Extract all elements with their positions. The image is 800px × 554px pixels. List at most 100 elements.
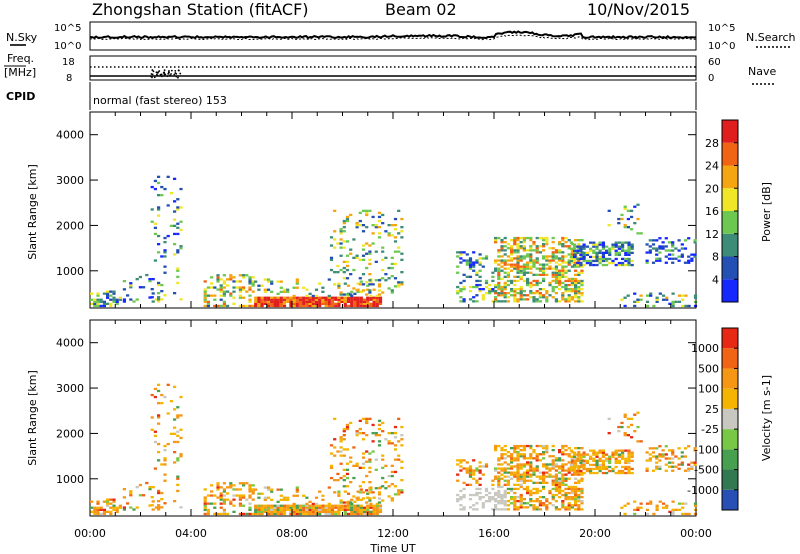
- heatmap-cell: [295, 298, 299, 301]
- heatmap-cell: [298, 302, 303, 305]
- heatmap-cell: [554, 485, 558, 489]
- heatmap-cell: [345, 219, 350, 223]
- heatmap-cell: [157, 500, 161, 503]
- heatmap-cell: [526, 469, 530, 472]
- heatmap-cell: [577, 481, 581, 484]
- heatmap-cell: [353, 304, 357, 308]
- heatmap-cell: [607, 432, 611, 435]
- heatmap-cell: [160, 255, 164, 258]
- heatmap-cell: [667, 465, 672, 468]
- heatmap-cell: [538, 300, 542, 303]
- heatmap-cell: [279, 286, 283, 289]
- heatmap-cell: [318, 282, 322, 285]
- heatmap-cell: [115, 508, 119, 511]
- heatmap-cell: [497, 277, 501, 281]
- heatmap-cell: [276, 296, 280, 299]
- heatmap-cell: [216, 274, 220, 277]
- heatmap-cell: [538, 459, 542, 462]
- heatmap-cell: [173, 461, 177, 464]
- heatmap-cell: [535, 259, 539, 262]
- heatmap-cell: [513, 447, 517, 450]
- heatmap-cell: [135, 278, 139, 281]
- heatmap-cell: [484, 487, 489, 491]
- heatmap-cell: [690, 465, 694, 468]
- heatmap-cell: [456, 292, 460, 295]
- heatmap-cell: [564, 508, 568, 511]
- heatmap-cell: [577, 271, 581, 274]
- heatmap-cell: [589, 449, 593, 452]
- heatmap-cell: [346, 294, 351, 298]
- heatmap-cell: [378, 506, 383, 509]
- heatmap-cell: [573, 249, 577, 252]
- heatmap-cell: [329, 464, 334, 467]
- heatmap-cell: [343, 282, 347, 285]
- heatmap-cell: [522, 290, 526, 293]
- heatmap-cell: [595, 243, 599, 246]
- heatmap-cell: [570, 496, 574, 499]
- heatmap-cell: [570, 265, 574, 268]
- heatmap-cell: [342, 260, 346, 263]
- heatmap-cell: [166, 175, 170, 178]
- heatmap-cell: [390, 266, 394, 270]
- heatmap-cell: [365, 421, 369, 425]
- heatmap-cell: [339, 232, 343, 235]
- heatmap-cell: [542, 269, 546, 272]
- heatmap-cell: [334, 296, 338, 299]
- heatmap-cell: [400, 226, 404, 229]
- heatmap-cell: [176, 249, 180, 252]
- heatmap-cell: [513, 500, 517, 503]
- heatmap-cell: [503, 267, 507, 270]
- heatmap-cell: [276, 304, 280, 308]
- heatmap-cell: [311, 296, 315, 299]
- heatmap-cell: [229, 274, 233, 277]
- heatmap-cell: [516, 467, 520, 470]
- heatmap-cell: [279, 504, 283, 507]
- heatmap-cell: [400, 491, 404, 494]
- heatmap-cell: [570, 461, 574, 464]
- heatmap-cell: [270, 498, 274, 501]
- heatmap-cell: [179, 436, 183, 440]
- heatmap-cell: [652, 512, 656, 516]
- heatmap-cell: [535, 245, 539, 248]
- heatmap-cell: [475, 283, 479, 287]
- heatmap-cell: [617, 459, 621, 462]
- heatmap-cell: [687, 467, 691, 470]
- heatmap-cell: [558, 449, 562, 452]
- heatmap-cell: [213, 502, 217, 505]
- heatmap-cell: [270, 504, 274, 507]
- heatmap-cell: [567, 294, 571, 297]
- heatmap-cell: [516, 300, 520, 303]
- heatmap-cell: [516, 451, 520, 454]
- heatmap-cell: [369, 488, 373, 491]
- heatmap-cell: [554, 465, 558, 468]
- heatmap-cell: [693, 447, 697, 450]
- frequency-traces: [90, 66, 696, 79]
- heatmap-cell: [365, 460, 369, 463]
- heatmap-cell: [260, 302, 264, 305]
- heatmap-cell: [327, 278, 331, 281]
- heatmap-cell: [157, 296, 161, 299]
- heatmap-cell: [273, 298, 277, 301]
- heatmap-cell: [222, 502, 226, 505]
- heatmap-cell: [595, 467, 599, 471]
- heatmap-cell: [248, 496, 252, 499]
- heatmap-cell: [368, 291, 372, 294]
- heatmap-cell: [219, 512, 223, 516]
- heatmap-cell: [545, 475, 549, 478]
- heatmap-cell: [381, 430, 385, 433]
- heatmap-cell: [589, 455, 593, 458]
- heatmap-cell: [667, 253, 672, 256]
- heatmap-cell: [213, 512, 217, 516]
- heatmap-cell: [329, 236, 334, 239]
- heatmap-cell: [346, 506, 351, 509]
- heatmap-cell: [535, 444, 539, 448]
- heatmap-cell: [350, 506, 354, 509]
- heatmap-cell: [481, 506, 485, 509]
- heatmap-cell: [397, 493, 401, 496]
- heatmap-cell: [289, 304, 293, 308]
- heatmap-cell: [567, 290, 571, 293]
- heatmap-cell: [529, 265, 533, 268]
- heatmap-cell: [576, 453, 580, 456]
- heatmap-cell: [627, 471, 631, 475]
- heatmap-cell: [472, 296, 476, 299]
